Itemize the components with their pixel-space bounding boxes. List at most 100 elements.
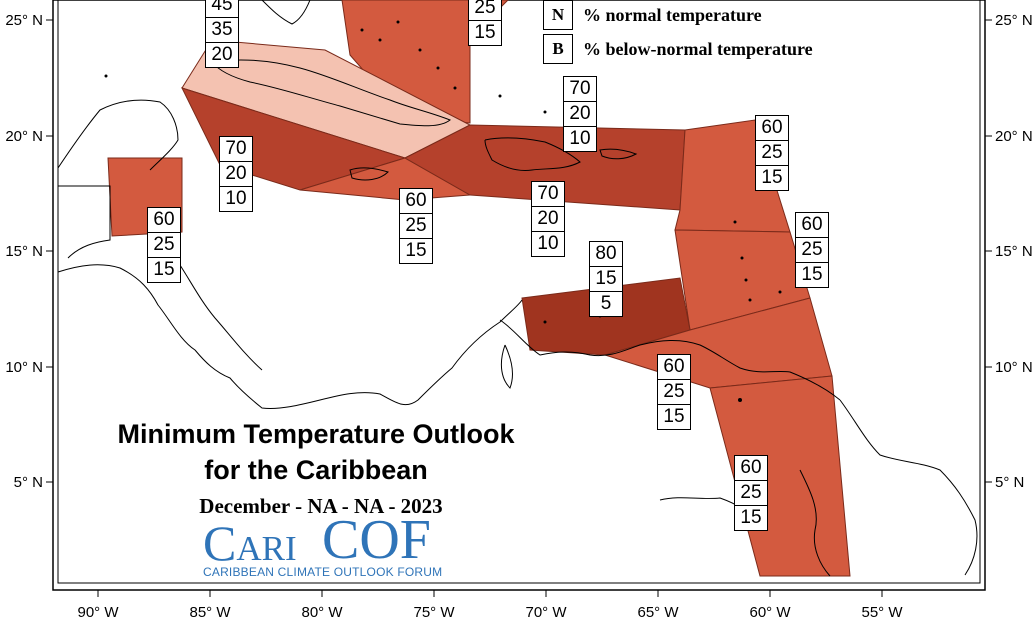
legend-key-below: B — [543, 34, 573, 64]
prob-box-bahamas-east: 25 15 — [468, 0, 502, 46]
prob-box-jamaica: 60 25 15 — [399, 188, 433, 264]
prob-box-bahamas-west: 45 35 20 — [205, 0, 239, 68]
logo-tagline: CARIBBEAN CLIMATE OUTLOOK FORUM — [203, 565, 443, 579]
island-dot — [748, 298, 752, 302]
prob-box-abc-islands: 80 15 5 — [589, 241, 623, 317]
lon-tick-label: 55° W — [861, 604, 903, 621]
island-dot — [733, 220, 737, 224]
legend-text-normal: % normal temperature — [583, 4, 762, 25]
lon-tick-label: 90° W — [77, 604, 119, 621]
axis-ticks — [46, 19, 992, 597]
lat-tick-label: 20° N — [995, 128, 1033, 145]
coast-guyana — [839, 399, 978, 576]
coast-cuba — [211, 59, 451, 127]
island-dot — [778, 290, 782, 294]
forecast-period: December - NA - NA - 2023 — [199, 494, 443, 518]
prob-above: 60 — [400, 189, 432, 214]
prob-normal: 25 — [148, 233, 180, 258]
prob-below: 10 — [537, 233, 559, 254]
prob-normal: 25 — [735, 481, 767, 506]
prob-normal: 25 — [658, 380, 690, 405]
map-title-line2: for the Caribbean — [204, 455, 428, 485]
lon-tick-label: 75° W — [413, 604, 455, 621]
lat-tick-label: 10° N — [5, 359, 43, 376]
logo-name-prefix: Cari — [203, 515, 297, 571]
prob-box-belize: 60 25 15 — [147, 207, 181, 283]
coast-central-america — [57, 264, 523, 409]
island-dot — [498, 94, 502, 98]
prob-box-windwards: 60 25 15 — [795, 212, 829, 288]
island-dot — [104, 74, 108, 78]
latitude-labels-left: 25° N 20° N 15° N 10° N 5° N — [5, 12, 43, 491]
island-dot — [744, 278, 748, 282]
prob-above: 60 — [796, 213, 828, 238]
prob-normal: 25 — [400, 214, 432, 239]
prob-below: 15 — [740, 507, 762, 528]
latitude-labels-right: 25° N 20° N 15° N 10° N 5° N — [995, 12, 1033, 491]
prob-below: 15 — [405, 240, 427, 261]
lat-tick-label: 5° N — [995, 474, 1024, 491]
lat-tick-label: 15° N — [995, 243, 1033, 260]
prob-normal: 25 — [796, 238, 828, 263]
island-dot — [378, 38, 382, 42]
prob-above: 70 — [220, 137, 252, 162]
coast-florida — [261, 0, 311, 25]
lat-tick-label: 5° N — [14, 474, 43, 491]
island-dot — [418, 48, 422, 52]
island-dot — [396, 20, 400, 24]
lat-tick-label: 25° N — [995, 12, 1033, 29]
logo-name-suffix: COF — [322, 509, 431, 571]
prob-normal: 25 — [756, 141, 788, 166]
lat-tick-label: 25° N — [5, 12, 43, 29]
coast-puerto-rico — [599, 148, 638, 160]
island-dot — [543, 320, 547, 324]
prob-above: 60 — [148, 208, 180, 233]
legend-below: B % below-normal temperature — [543, 34, 813, 64]
prob-normal: 20 — [220, 162, 252, 187]
prob-below: 15 — [153, 259, 175, 280]
prob-normal: 20 — [532, 207, 564, 232]
lat-tick-label: 15° N — [5, 243, 43, 260]
lon-tick-label: 65° W — [637, 604, 679, 621]
prob-box-guianas: 60 25 15 — [734, 455, 768, 531]
prob-above: 45 — [206, 0, 238, 18]
map-inner-frame — [57, 0, 981, 584]
coast-jamaica — [349, 167, 389, 181]
prob-above: 70 — [564, 77, 596, 102]
prob-above: 60 — [735, 456, 767, 481]
prob-box-trinidad: 60 25 15 — [657, 354, 691, 430]
coast-venezuela — [499, 319, 841, 401]
island-dot — [360, 28, 364, 32]
lon-tick-label: 60° W — [749, 604, 791, 621]
lon-tick-label: 85° W — [189, 604, 231, 621]
lat-tick-label: 10° N — [995, 359, 1033, 376]
lat-tick-label: 20° N — [5, 128, 43, 145]
prob-box-cayman-jamaica-west: 70 20 10 — [219, 136, 253, 212]
prob-box-turks-caicos: 70 20 10 — [563, 76, 597, 152]
prob-above: 70 — [532, 182, 564, 207]
prob-below: 15 — [801, 264, 823, 285]
legend-normal: N % normal temperature — [543, 0, 762, 30]
prob-above: 80 — [590, 242, 622, 267]
coast-yucatan — [57, 99, 179, 171]
prob-below: 10 — [569, 128, 591, 149]
longitude-labels: 90° W 85° W 80° W 75° W 70° W 65° W 60° … — [77, 604, 903, 621]
lon-tick-label: 70° W — [525, 604, 567, 621]
prob-normal: 15 — [590, 267, 622, 292]
prob-below: 20 — [211, 44, 233, 65]
coast-suriname-border — [799, 469, 831, 577]
coast-lake-maracaibo — [500, 344, 513, 389]
prob-below: 10 — [225, 188, 247, 209]
legend-text-below: % below-normal temperature — [583, 38, 813, 59]
coast-guatemala-border — [58, 185, 111, 259]
map-title-line1: Minimum Temperature Outlook — [117, 419, 515, 449]
coast-hispaniola — [484, 137, 581, 171]
prob-below: 5 — [600, 293, 612, 314]
prob-normal: 35 — [206, 18, 238, 43]
prob-box-northern-leewards: 60 25 15 — [755, 115, 789, 191]
legend-key-normal: N — [543, 0, 573, 30]
prob-above: 60 — [756, 116, 788, 141]
prob-below: 15 — [474, 22, 496, 43]
island-dot — [543, 110, 547, 114]
